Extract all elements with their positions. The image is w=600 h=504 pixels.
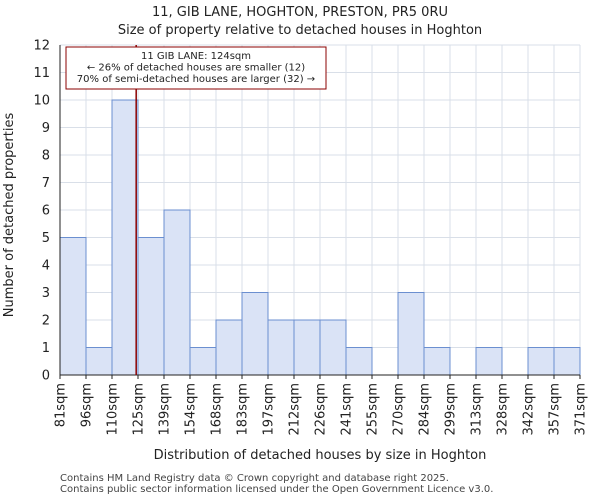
x-tick-label: 270sqm [392,383,407,436]
bar [85,347,113,376]
x-tick-label: 357sqm [548,383,563,436]
bars [59,99,581,376]
marker: 11 GIB LANE: 124sqm← 26% of detached hou… [65,45,327,375]
bar [345,347,373,376]
annotation-line-1: 11 GIB LANE: 124sqm [141,51,251,62]
x-tick-label: 125sqm [132,383,147,436]
bar [267,319,295,376]
bar [423,347,451,376]
bar [137,237,165,376]
bar [215,319,243,376]
bar [397,292,425,376]
y-tick-label: 11 [33,66,50,81]
y-tick-label: 1 [42,341,50,356]
x-tick-label: 328sqm [496,383,511,436]
x-tick-label: 81sqm [54,383,69,427]
bar [241,292,269,376]
bar [189,347,217,376]
bar [163,209,191,376]
x-tick-label: 284sqm [418,383,433,436]
annotation-box [65,46,327,90]
y-axis-label: Number of detached properties [2,113,17,318]
x-tick-label: 154sqm [184,383,199,436]
x-tick-label: 139sqm [158,383,173,436]
bar [527,347,555,376]
bar [319,319,347,376]
x-tick-label: 241sqm [340,383,355,436]
bar [553,347,581,376]
bar [111,99,139,376]
y-tick-label: 3 [42,286,50,301]
x-tick-label: 299sqm [444,383,459,436]
bar [293,319,321,376]
y-tick-label: 0 [42,369,50,384]
x-tick-label: 168sqm [210,383,225,436]
footer-line-2: Contains public sector information licen… [60,484,494,495]
x-tick-label: 110sqm [106,383,121,436]
x-tick-label: 255sqm [366,383,381,436]
x-tick-label: 183sqm [236,383,251,436]
y-tick-label: 10 [33,94,50,109]
x-axis-label: Distribution of detached houses by size … [154,448,487,463]
y-tick-label: 5 [42,231,50,246]
chart-subtitle: Size of property relative to detached ho… [118,23,482,38]
chart-title: 11, GIB LANE, HOGHTON, PRESTON, PR5 0RU [152,5,448,20]
x-tick-label: 313sqm [470,383,485,436]
x-tick-label: 226sqm [314,383,329,436]
y-tick-label: 12 [33,39,50,54]
bar [59,237,87,376]
y-tick-label: 6 [42,204,50,219]
y-tick-label: 7 [42,176,50,191]
y-tick-label: 4 [42,259,50,274]
annotation-line-2: ← 26% of detached houses are smaller (12… [87,63,305,74]
annotation-line-3: 70% of semi-detached houses are larger (… [77,74,315,85]
footer-line-1: Contains HM Land Registry data © Crown c… [60,473,449,484]
y-tick-label: 2 [42,314,50,329]
bar [475,347,503,376]
x-tick-label: 212sqm [288,383,303,436]
x-tick-label: 342sqm [522,383,537,436]
y-tick-label: 9 [42,121,50,136]
x-tick-label: 96sqm [80,383,95,427]
x-tick-label: 371sqm [574,383,589,436]
y-tick-label: 8 [42,149,50,164]
x-tick-label: 197sqm [262,383,277,436]
